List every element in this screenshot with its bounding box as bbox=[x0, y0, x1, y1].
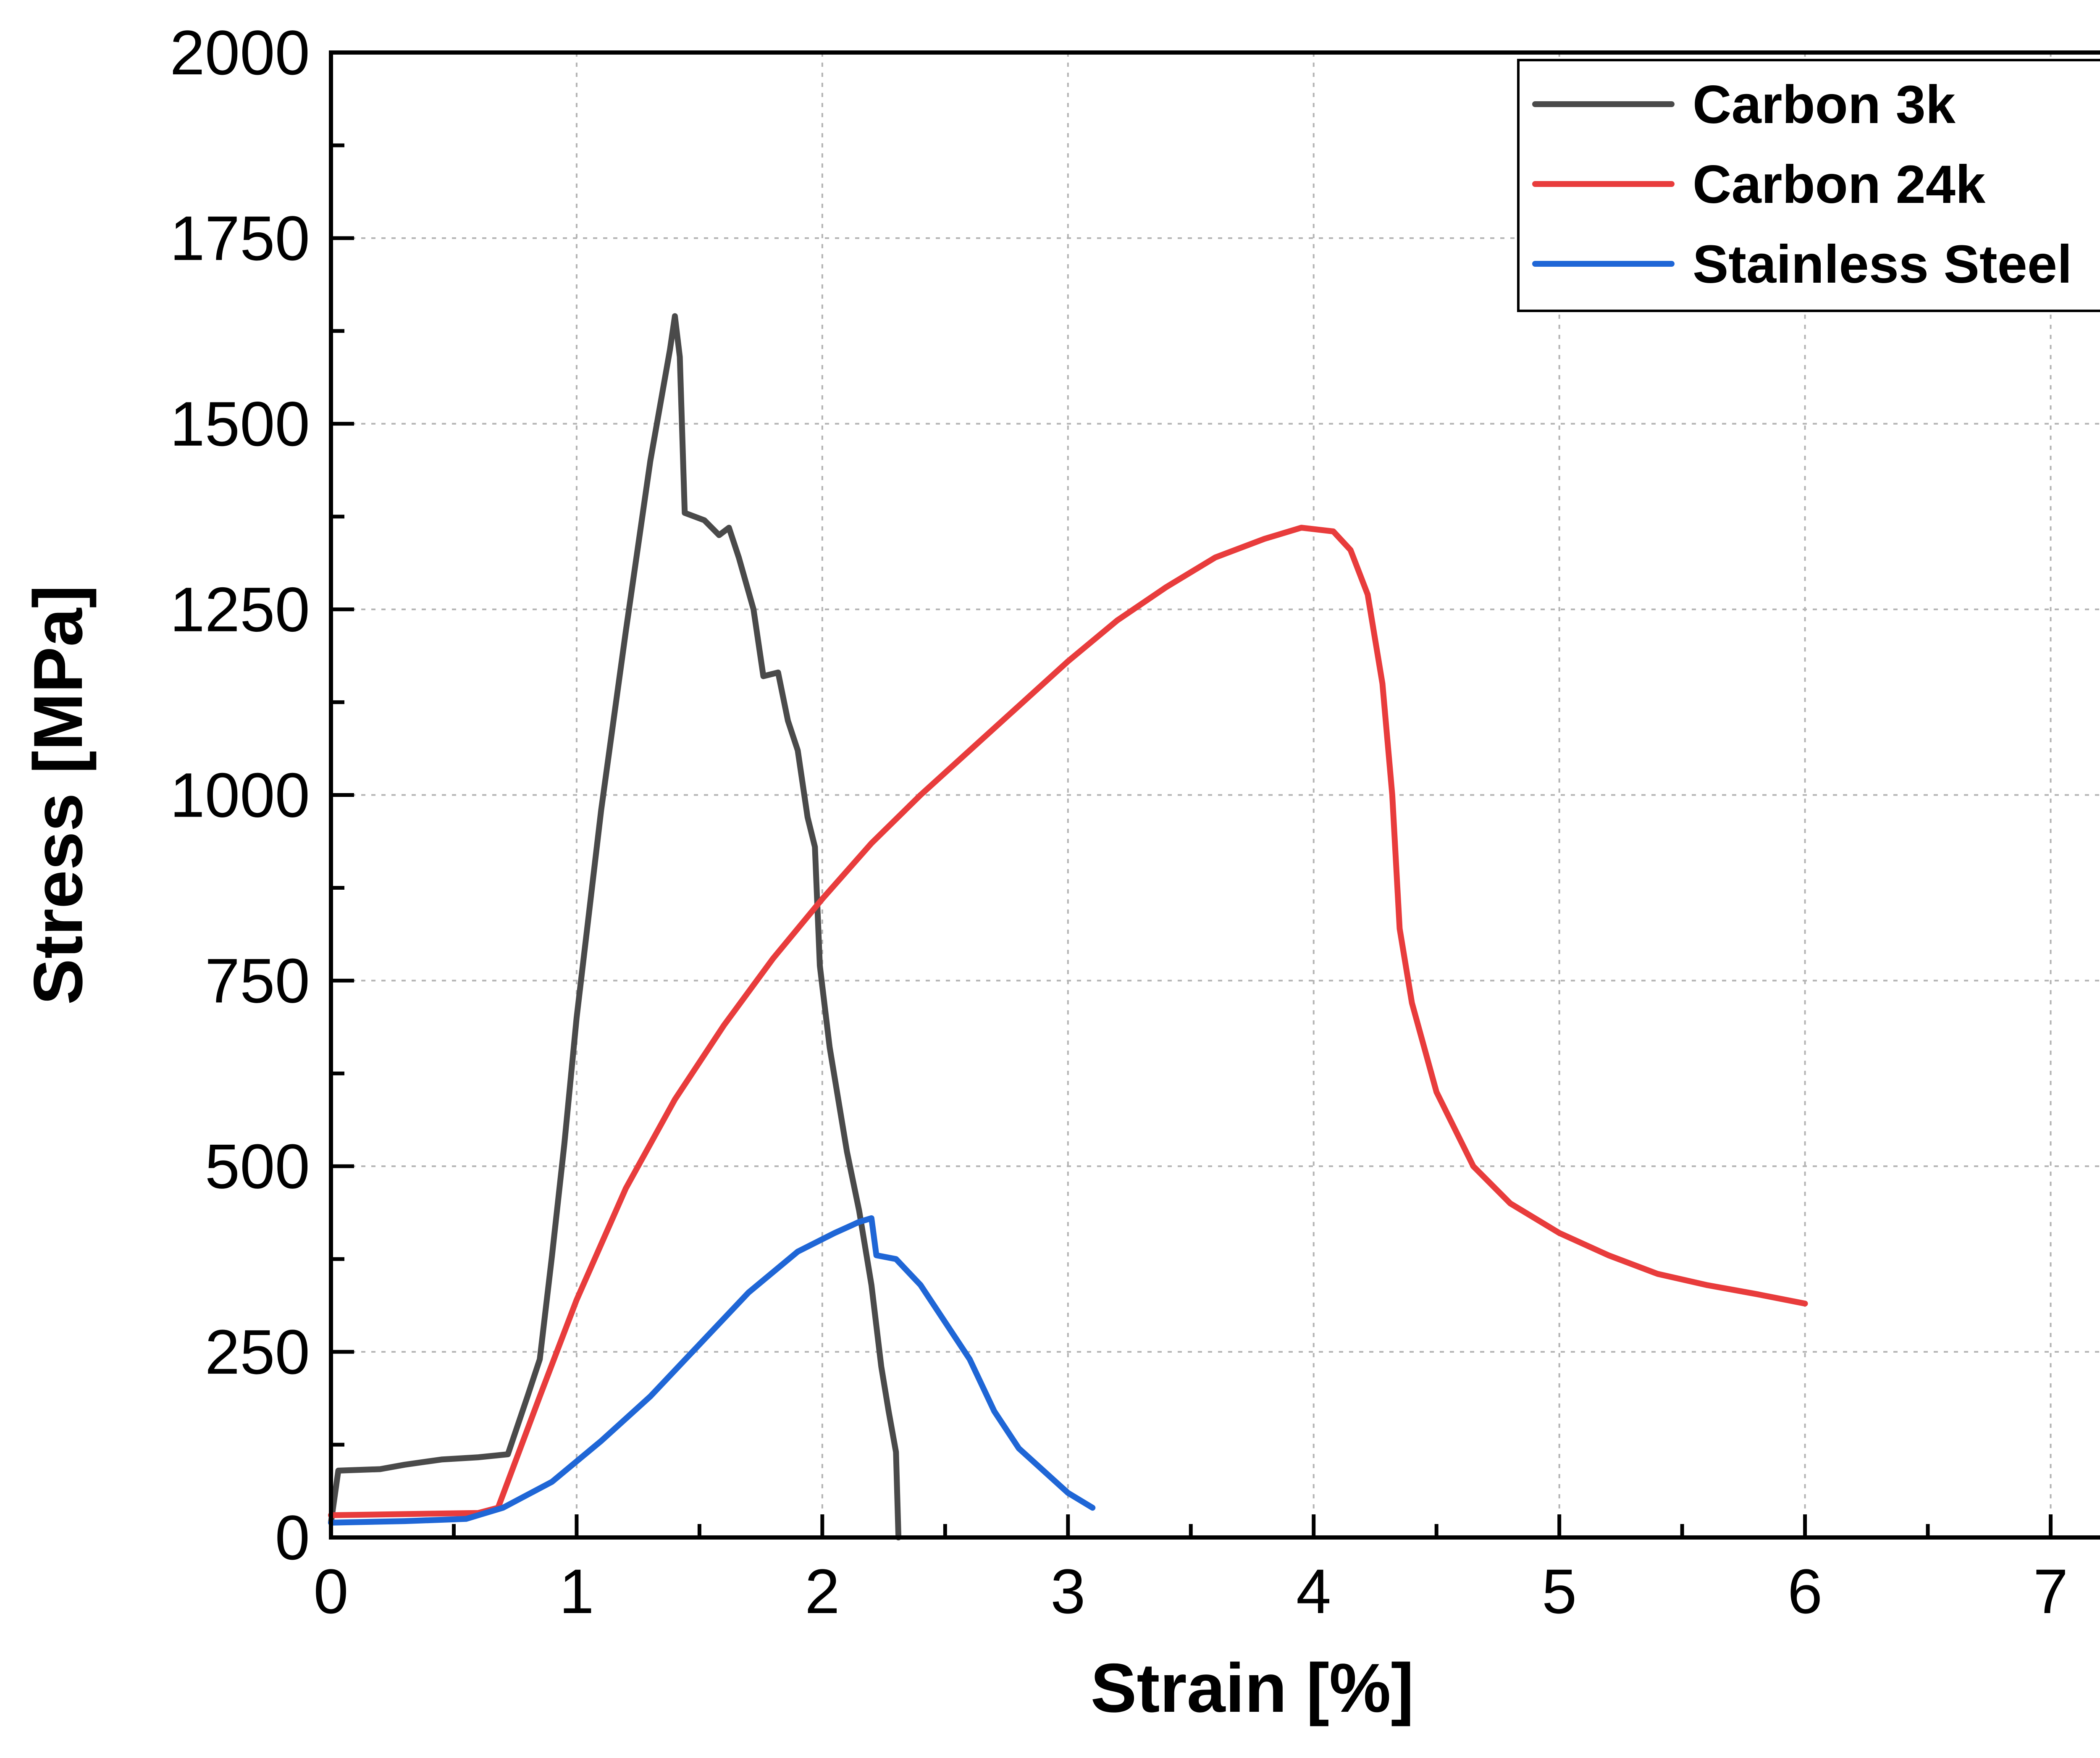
x-tick-label: 7 bbox=[2033, 1556, 2068, 1627]
y-tick-label: 250 bbox=[205, 1317, 310, 1387]
y-tick-label: 500 bbox=[205, 1131, 310, 1201]
legend: Carbon 3k Carbon 24k Stainless Steel bbox=[1517, 59, 2100, 312]
y-tick-label: 1750 bbox=[170, 203, 310, 273]
y-tick-label: 2000 bbox=[170, 17, 310, 88]
x-tick-label: 3 bbox=[1050, 1556, 1085, 1627]
y-tick-label: 1000 bbox=[170, 760, 310, 830]
axis-ticks bbox=[329, 50, 2053, 1540]
series-line-1 bbox=[328, 313, 902, 1540]
y-tick-label: 0 bbox=[275, 1502, 310, 1573]
y-axis-title: Stress [MPa] bbox=[19, 585, 97, 1005]
x-tick-label: 6 bbox=[1788, 1556, 1822, 1627]
series-layer bbox=[328, 313, 1808, 1540]
legend-label-2: Carbon 24k bbox=[1693, 155, 1986, 215]
x-tick-label: 4 bbox=[1296, 1556, 1331, 1627]
series-line-3 bbox=[328, 1215, 1096, 1526]
y-tick-label: 1500 bbox=[170, 389, 310, 459]
x-tick-label: 2 bbox=[805, 1556, 840, 1627]
y-tick-label: 750 bbox=[205, 945, 310, 1016]
x-tick-label: 1 bbox=[559, 1556, 594, 1627]
grid-lines bbox=[331, 53, 2100, 1537]
x-tick-labels: 0 1 2 3 4 5 6 7 bbox=[313, 1556, 2068, 1627]
series-line-2 bbox=[328, 525, 1808, 1518]
legend-label-3: Stainless Steel bbox=[1693, 234, 2072, 294]
y-tick-labels: 0 250 500 750 1000 1250 1500 1750 2000 bbox=[170, 17, 310, 1573]
x-tick-label: 0 bbox=[313, 1556, 348, 1627]
x-tick-label: 5 bbox=[1542, 1556, 1577, 1627]
legend-label-1: Carbon 3k bbox=[1693, 75, 1956, 135]
y-tick-label: 1250 bbox=[170, 574, 310, 645]
x-axis-title: Strain [%] bbox=[1090, 1649, 1414, 1726]
